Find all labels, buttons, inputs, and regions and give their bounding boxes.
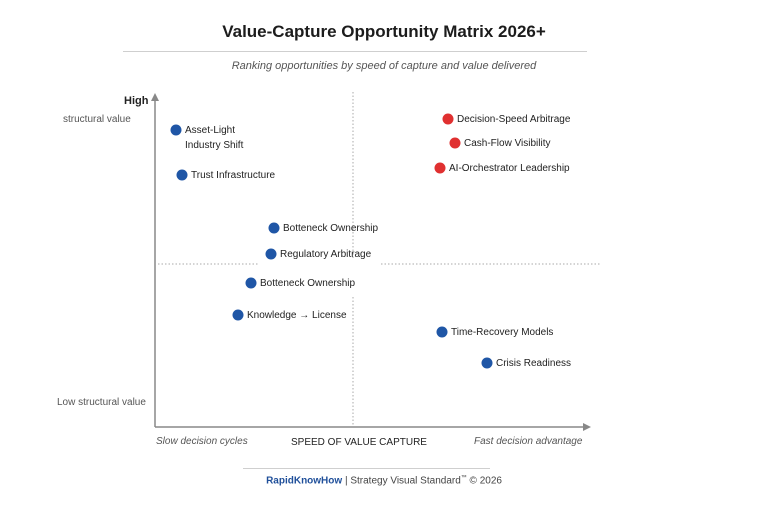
point-marker bbox=[245, 277, 257, 289]
point-marker bbox=[442, 113, 454, 125]
point-marker bbox=[436, 326, 448, 338]
point-marker bbox=[434, 162, 446, 174]
point-marker bbox=[481, 357, 493, 369]
point-label-line: Botteneck Ownership bbox=[260, 278, 356, 289]
x-axis-right-label: Fast decision advantage bbox=[474, 436, 583, 447]
point-label-line: AI-Orchestrator Leadership bbox=[449, 163, 570, 174]
footer-divider bbox=[243, 468, 490, 469]
point-label-line: Crisis Readiness bbox=[496, 358, 572, 369]
point-label-line: Industry Shift bbox=[185, 140, 244, 151]
page-title: Value-Capture Opportunity Matrix 2026+ bbox=[222, 22, 546, 41]
point-marker bbox=[268, 222, 280, 234]
point-label: Time-Recovery Models bbox=[451, 325, 553, 340]
x-axis-title: SPEED OF VALUE CAPTURE bbox=[291, 437, 427, 448]
point-label-line: Asset-Light bbox=[185, 125, 236, 136]
footer-trademark: ™ bbox=[460, 475, 467, 481]
point-label: Decision-Speed Arbitrage bbox=[457, 112, 570, 127]
point-label-line: Botteneck Ownership bbox=[283, 223, 379, 234]
x-axis-left-label: Slow decision cycles bbox=[156, 436, 248, 447]
x-axis-arrow-icon bbox=[583, 423, 591, 431]
point-label: AI-Orchestrator Leadership bbox=[449, 161, 570, 176]
point-label: Trust Infrastructure bbox=[191, 168, 275, 183]
point-label-line: Regulatory Arbitrage bbox=[280, 249, 372, 260]
footer: RapidKnowHow | Strategy Visual Standard™… bbox=[0, 475, 768, 486]
footer-brand: RapidKnowHow bbox=[266, 475, 343, 487]
title-divider bbox=[123, 51, 587, 52]
point-marker bbox=[265, 248, 277, 260]
point-label-line: Cash-Flow Visibility bbox=[464, 138, 551, 149]
point-label: Regulatory Arbitrage bbox=[280, 247, 371, 262]
y-axis-low-label: Low structural value bbox=[57, 397, 146, 408]
point-label-line: Knowledge → License bbox=[247, 310, 347, 321]
point-label: Botteneck Ownership bbox=[283, 221, 378, 236]
footer-copyright: © 2026 bbox=[466, 475, 502, 487]
point-label-line: Trust Infrastructure bbox=[191, 170, 276, 181]
point-label-line: Time-Recovery Models bbox=[451, 327, 554, 338]
point-label: Botteneck Ownership bbox=[260, 276, 355, 291]
y-axis-high-sublabel: structural value bbox=[63, 114, 131, 125]
point-label: Asset-Light Industry Shift bbox=[185, 123, 243, 153]
point-marker bbox=[232, 309, 244, 321]
point-label: Knowledge → License bbox=[247, 308, 347, 323]
point-label-line: Decision-Speed Arbitrage bbox=[457, 114, 571, 125]
point-marker bbox=[449, 137, 461, 149]
point-marker bbox=[176, 169, 188, 181]
footer-text: | Strategy Visual Standard bbox=[342, 475, 461, 487]
subtitle: Ranking opportunities by speed of captur… bbox=[231, 60, 537, 72]
y-axis-high-label: High bbox=[124, 95, 149, 107]
point-label: Crisis Readiness bbox=[496, 356, 571, 371]
point-marker bbox=[170, 124, 182, 136]
y-axis-arrow-icon bbox=[151, 93, 159, 101]
point-label: Cash-Flow Visibility bbox=[464, 136, 551, 151]
